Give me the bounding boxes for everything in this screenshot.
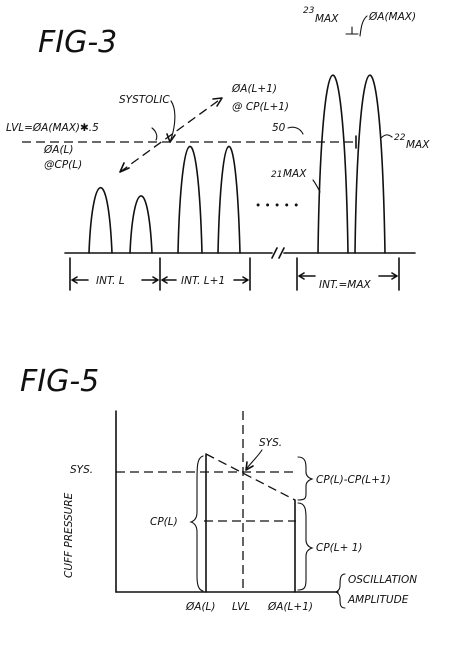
fig5-osc-label-2: AMPLITUDE xyxy=(347,594,409,606)
fig5-title: FIG-5 xyxy=(20,364,99,399)
fig5-x-label-oa-l: ØA(L) xyxy=(185,601,216,613)
fig5-osc-brace xyxy=(336,574,345,608)
int-l-label: INT. L xyxy=(96,275,125,287)
int-l-arrow-left xyxy=(72,277,88,283)
pulse-l-2 xyxy=(130,196,152,253)
fig3-oa-l-label: ØA(L) xyxy=(43,144,74,156)
pulse-l1-2 xyxy=(218,146,240,253)
fig3-22-leader xyxy=(381,135,392,138)
fig5-cp-diff-label: CP(L)-CP(L+1) xyxy=(316,474,391,486)
fig3-cp-l-label: @CP(L) xyxy=(44,159,82,171)
int-l1-arrow-right xyxy=(234,277,248,283)
fig5-sys-point-leader xyxy=(247,450,262,468)
fig3-cp-l1-label: @ CP(L+1) xyxy=(232,101,289,113)
pulse-l-1 xyxy=(89,188,112,253)
fig3-axis-break xyxy=(272,248,284,258)
fig5-cpl1-label: CP(L+ 1) xyxy=(316,542,363,554)
fig3-interp-arrow-lower xyxy=(120,163,129,172)
int-max-label: INT.=MAX xyxy=(319,279,371,291)
fig5-cpl1-brace xyxy=(298,503,312,590)
fig3-lvl-leader xyxy=(152,128,157,140)
int-l1-arrow-left xyxy=(162,277,176,283)
fig3-oa-l1-label: ØA(L+1) xyxy=(231,83,277,95)
fig5-osc-label-1: OSCILLATION xyxy=(348,574,417,586)
fig5-sys-axis-label: SYS. xyxy=(70,464,93,476)
fig3-21-max: MAX xyxy=(283,168,307,180)
fig3-lvl-label: LVL=ØA(MAX)✱.5 xyxy=(6,122,99,134)
fig3-22-max: MAX xyxy=(406,139,430,151)
fig3-23-number: 23 xyxy=(303,6,315,16)
int-max-arrow-left xyxy=(299,273,315,279)
fig5-interp-line xyxy=(206,454,295,500)
pulse-l1-1 xyxy=(178,146,202,253)
fig3-22-number: 22 xyxy=(394,133,406,143)
fig5-cpl-label: CP(L) xyxy=(150,516,178,528)
pulse-max-2 xyxy=(355,75,385,253)
fig3-23-max: MAX xyxy=(315,13,339,25)
fig5-sys-point-arrowhead xyxy=(246,462,253,470)
fig5-cpl-brace xyxy=(191,456,203,591)
fig3-systolic-label: SYSTOLIC xyxy=(119,94,170,106)
fig5-x-label-lvl: LVL xyxy=(232,601,250,613)
int-max-arrow-right xyxy=(379,273,397,279)
fig3-interpolation-line xyxy=(120,98,222,172)
fig3-oa-max-label: ØA(MAX) xyxy=(368,11,416,23)
fig3-oa-max-leader xyxy=(360,16,367,36)
fig5-y-label: CUFF PRESSURE xyxy=(63,492,75,578)
figure-3: FIG-3 • • • • • LVL=ØA(MAX)✱.5 SYSTOLIC … xyxy=(6,6,430,291)
figure-5: FIG-5 CUFF PRESSURE SYS. SYS. CP(L) CP(L… xyxy=(20,364,417,613)
fig3-ref-50-leader xyxy=(288,127,303,134)
int-l1-label: INT. L+1 xyxy=(181,275,225,287)
fig3-continuation-dots: • • • • • xyxy=(255,200,299,212)
pulse-max-1 xyxy=(318,75,348,253)
fig5-sys-point-label: SYS. xyxy=(259,437,282,449)
fig5-x-label-oa-l1: ØA(L+1) xyxy=(267,601,313,613)
fig3-23-leader xyxy=(346,27,358,34)
fig3-title: FIG-3 xyxy=(38,25,117,60)
fig3-21-number: 21 xyxy=(271,170,282,180)
int-l-arrow-right xyxy=(142,277,158,283)
fig5-cp-diff-brace xyxy=(298,457,312,500)
fig3-ref-50: 50 xyxy=(272,122,286,134)
